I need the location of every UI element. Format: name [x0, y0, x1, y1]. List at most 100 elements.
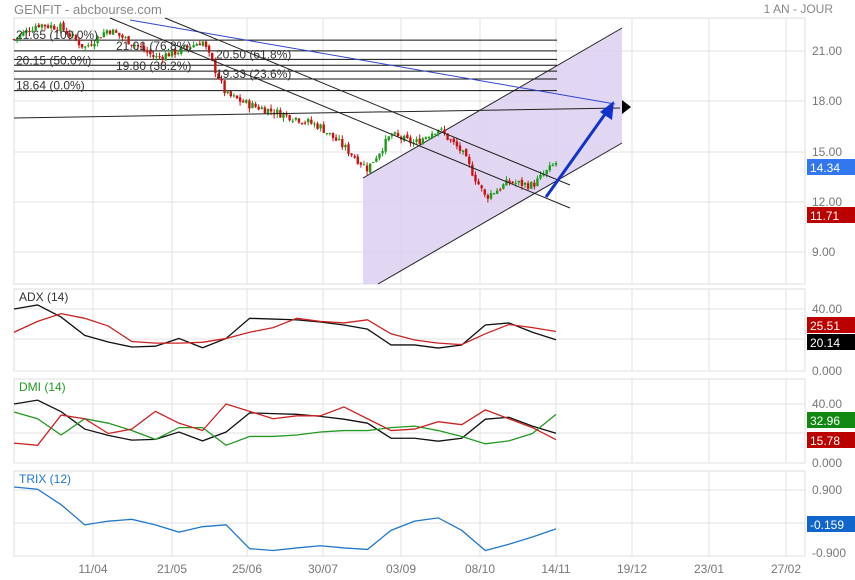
candle-body	[551, 164, 555, 166]
candle-body	[158, 56, 161, 58]
candle-body	[145, 50, 149, 53]
candle-body	[18, 34, 22, 38]
candle-body	[34, 26, 37, 31]
candle-body	[474, 174, 477, 182]
x-tick-label: 08/10	[465, 562, 495, 576]
candle-body	[294, 117, 298, 120]
candle-body	[434, 133, 437, 135]
candle-body	[307, 118, 310, 123]
candle-body	[201, 41, 205, 46]
candle-body	[15, 37, 19, 40]
value-badge-text: 14.34	[810, 161, 840, 175]
candle-body	[31, 30, 34, 33]
candle-body	[121, 35, 124, 38]
indicator-line-di	[13, 411, 557, 447]
candle-body	[25, 29, 28, 33]
value-badge	[807, 334, 855, 350]
candle-body	[238, 97, 242, 102]
candle-body	[418, 138, 421, 144]
value-badge	[807, 412, 855, 428]
candle-body	[59, 23, 62, 32]
candle-body	[365, 165, 369, 172]
trend-line-descending-1	[164, 17, 571, 186]
candle-body	[282, 113, 285, 118]
candle-body	[514, 182, 517, 184]
candle-body	[87, 45, 90, 47]
candle-body	[49, 25, 53, 29]
candle-body	[492, 193, 496, 195]
candle-body	[530, 182, 533, 189]
y-tick-label: 40.00	[812, 302, 842, 316]
candle-body	[263, 107, 267, 114]
value-badge	[807, 207, 855, 223]
candle-body	[548, 165, 552, 171]
indicator-line-di	[13, 403, 557, 446]
period-selector[interactable]: 1 AN - JOUR	[763, 2, 833, 16]
projection-arrowhead-icon	[600, 101, 614, 120]
candle-body	[449, 139, 452, 141]
value-badge	[807, 516, 855, 532]
candle-body	[455, 141, 459, 147]
candle-body	[62, 22, 65, 31]
candle-body	[461, 150, 465, 153]
candle-body	[167, 53, 171, 57]
candle-body	[22, 31, 25, 36]
y-tick-label: 0.000	[812, 456, 842, 470]
candle-body	[108, 30, 112, 34]
candle-body	[443, 129, 446, 134]
candle-body	[452, 138, 455, 143]
candle-body	[424, 137, 428, 140]
panel-frame	[13, 288, 806, 372]
candle-body	[396, 132, 400, 137]
indicator-line-adx	[13, 304, 557, 349]
candle-body	[260, 107, 263, 110]
candle-body	[477, 181, 480, 185]
candle-body	[74, 35, 78, 40]
candle-body	[437, 129, 440, 134]
candle-body	[192, 45, 195, 48]
candle-body	[43, 24, 47, 27]
candle-body	[316, 123, 319, 129]
candle-body	[46, 25, 50, 28]
fibonacci-label: 18.64 (0.0%)	[16, 79, 85, 93]
candle-body	[480, 185, 483, 189]
candle-body	[350, 153, 353, 156]
y-tick-label: 15.00	[812, 145, 842, 159]
candle-body	[495, 190, 499, 194]
value-badge	[807, 317, 855, 333]
candle-body	[446, 133, 449, 140]
candle-body	[139, 46, 143, 48]
candle-body	[71, 33, 75, 36]
candle-body	[545, 170, 548, 175]
candle-body	[334, 137, 338, 141]
candle-body	[130, 44, 133, 46]
arrow-marker-icon	[622, 100, 631, 114]
candle-body	[211, 52, 214, 61]
value-badge-text: 32.96	[810, 414, 840, 428]
candle-body	[403, 135, 406, 141]
candle-body	[28, 30, 31, 33]
fibonacci-label: 21.01 (76.8%)	[116, 39, 191, 53]
candle-body	[338, 138, 341, 140]
y-tick-label: 12.00	[812, 195, 842, 209]
candle-body	[486, 195, 490, 199]
candle-body	[220, 78, 223, 81]
indicator-line-adxr	[13, 312, 557, 346]
trend-line-horizontal	[13, 107, 621, 119]
candle-body	[471, 164, 474, 176]
candle-body	[198, 43, 202, 46]
candle-body	[127, 36, 130, 45]
candle-body	[430, 133, 434, 139]
candle-body	[356, 156, 359, 164]
candle-body	[149, 51, 152, 55]
candle-body	[499, 189, 502, 191]
candle-body	[341, 139, 344, 148]
candle-body	[483, 189, 486, 195]
candle-body	[344, 145, 347, 148]
x-tick-label: 11/04	[78, 562, 107, 576]
candle-body	[523, 182, 527, 185]
y-tick-label: 18.00	[812, 94, 842, 108]
y-tick-label: 0.000	[812, 364, 842, 378]
value-badge-text: 25.51	[810, 319, 840, 333]
